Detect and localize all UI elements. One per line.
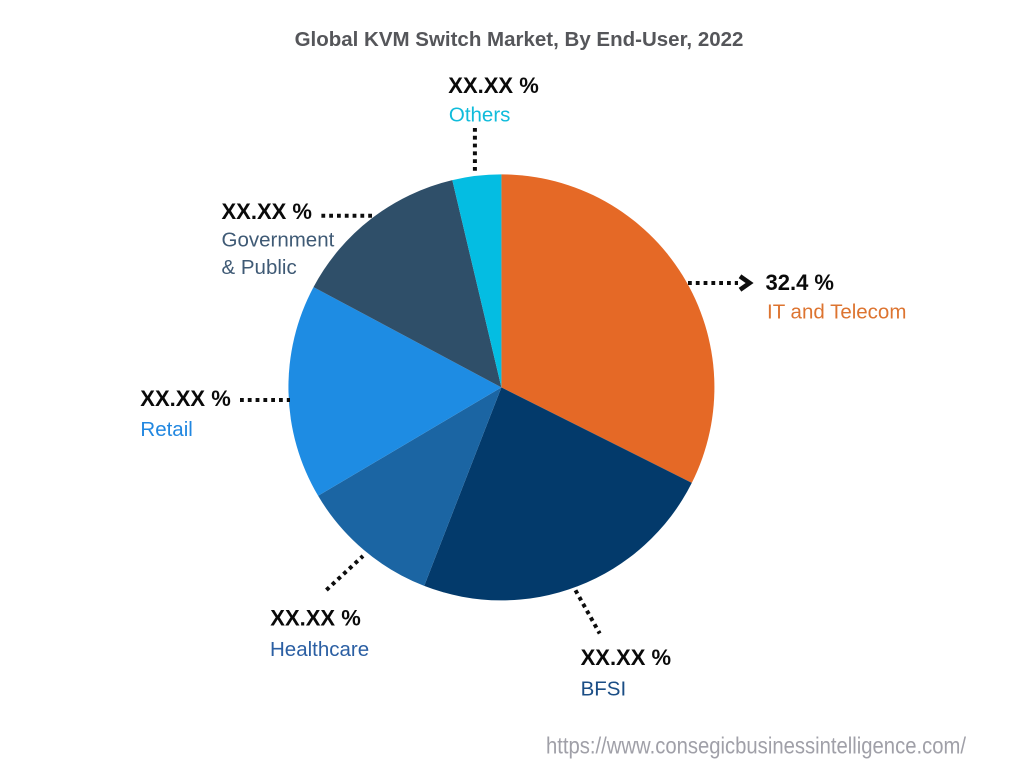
svg-text:IT and Telecom: IT and Telecom — [767, 301, 906, 324]
svg-text:Retail: Retail — [140, 418, 192, 441]
svg-text:BFSI: BFSI — [581, 678, 627, 701]
svg-text:Others: Others — [449, 104, 511, 127]
svg-text:XX.XX %: XX.XX % — [581, 645, 671, 670]
svg-text:XX.XX %: XX.XX % — [448, 73, 538, 98]
svg-text:Global KVM Switch Market, By E: Global KVM Switch Market, By End-User, 2… — [295, 28, 744, 51]
svg-text:XX.XX %: XX.XX % — [140, 386, 230, 411]
svg-text:& Public: & Public — [222, 256, 297, 279]
svg-text:https://www.consegicbusinessin: https://www.consegicbusinessintelligence… — [546, 733, 967, 759]
svg-text:XX.XX %: XX.XX % — [222, 199, 312, 224]
svg-text:XX.XX %: XX.XX % — [270, 605, 360, 630]
svg-text:Government: Government — [222, 228, 335, 251]
svg-text:32.4 %: 32.4 % — [766, 270, 835, 295]
svg-text:Healthcare: Healthcare — [270, 638, 369, 661]
